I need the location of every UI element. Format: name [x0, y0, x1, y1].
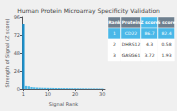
svg-text:82.4: 82.4: [161, 31, 171, 36]
svg-text:Rank: Rank: [108, 20, 122, 25]
svg-text:0: 0: [17, 86, 20, 92]
svg-text:24: 24: [14, 68, 20, 74]
svg-text:96: 96: [14, 14, 20, 20]
svg-text:4.3: 4.3: [146, 42, 153, 47]
svg-text:1: 1: [113, 31, 116, 36]
svg-text:Human Protein Microarray Speci: Human Protein Microarray Specificity Val…: [17, 7, 160, 15]
svg-text:1.93: 1.93: [161, 53, 171, 58]
svg-text:10: 10: [45, 91, 51, 97]
svg-text:2: 2: [113, 42, 116, 47]
svg-text:30: 30: [99, 91, 105, 97]
svg-text:86.7: 86.7: [144, 31, 154, 36]
svg-text:GASG61: GASG61: [122, 53, 141, 58]
svg-text:3.72: 3.72: [144, 53, 154, 58]
svg-text:DHRS12: DHRS12: [122, 42, 141, 47]
svg-text:20: 20: [72, 91, 78, 97]
svg-text:48: 48: [14, 50, 20, 56]
svg-text:72: 72: [14, 32, 20, 38]
svg-text:0.58: 0.58: [161, 42, 171, 47]
svg-text:1: 1: [22, 91, 25, 97]
svg-text:S score: S score: [157, 20, 176, 25]
svg-text:CD22: CD22: [125, 31, 137, 36]
svg-text:3: 3: [113, 53, 116, 58]
svg-text:Protein: Protein: [122, 20, 141, 25]
svg-text:Signal Rank: Signal Rank: [49, 101, 79, 108]
svg-text:Strength of Signal (Z score): Strength of Signal (Z score): [4, 19, 11, 88]
svg-text:Z score: Z score: [140, 20, 159, 25]
